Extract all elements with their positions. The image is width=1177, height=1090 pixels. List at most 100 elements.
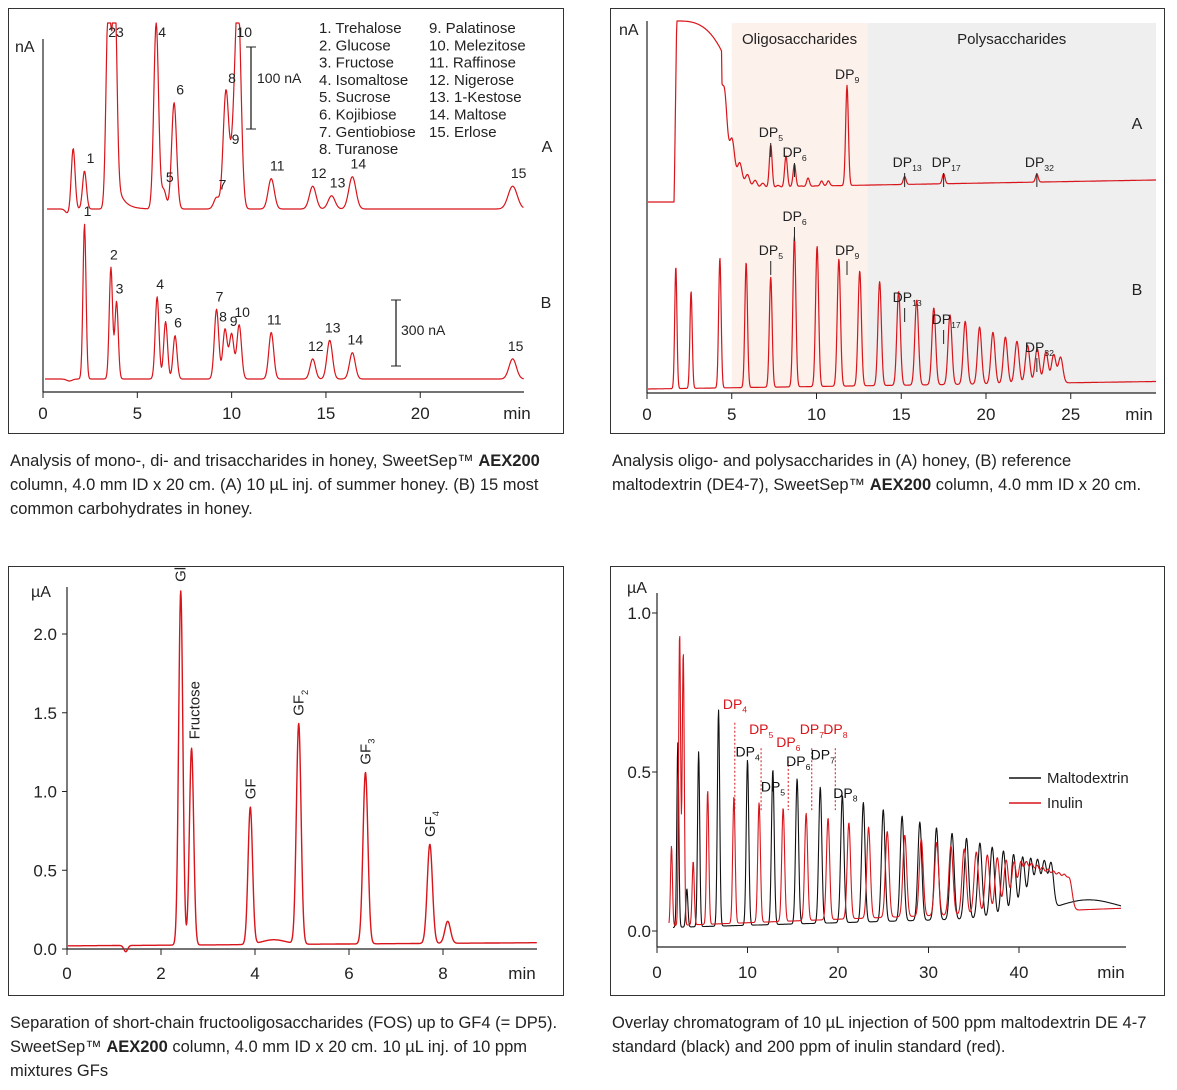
- caption-text: Separation of short-chain fructooligosac…: [10, 1014, 558, 1056]
- peak-label-dp-a: DP9: [835, 66, 859, 85]
- x-tick-label: 4: [250, 964, 259, 983]
- legend-label-inulin: Inulin: [1047, 795, 1083, 812]
- caption-overlay: Overlay chromatogram of 10 µL injection …: [612, 1011, 1157, 1059]
- legend-item: 1. Trehalose: [319, 20, 402, 37]
- x-tick-label: 5: [133, 404, 142, 423]
- peak-label-maltodextrin-dp: DP7: [811, 747, 835, 766]
- y-tick-label: 0.0: [627, 922, 651, 941]
- y-tick-label: 2.0: [33, 625, 57, 644]
- caption-text: Analysis of mono-, di- and trisaccharide…: [10, 452, 479, 470]
- caption-text: column, 4.0 mm ID x 20 cm. (A) 10 µL inj…: [10, 476, 539, 518]
- trace-label-a: A: [542, 139, 553, 156]
- peak-label-gf4: GF4: [422, 811, 441, 837]
- y-axis-label: µA: [627, 580, 647, 597]
- trace-maltodextrin: [672, 709, 1122, 928]
- x-tick-label: 10: [222, 404, 241, 423]
- scale-bar-label: 100 nA: [257, 70, 302, 86]
- peak-label-b: 12: [308, 338, 324, 354]
- peak-label-fructose: Fructose: [187, 681, 204, 739]
- legend-item: 11. Raffinose: [429, 55, 516, 72]
- legend-label-maltodextrin: Maltodextrin: [1047, 770, 1129, 787]
- trace-a: [647, 20, 1157, 203]
- peak-label-b: 2: [110, 246, 118, 262]
- scale-bar-label: 300 nA: [401, 322, 446, 338]
- peak-label-b: 15: [508, 338, 524, 354]
- trace-b: [45, 223, 524, 382]
- x-tick-label: 0: [652, 963, 661, 982]
- region-label-poly: Polysaccharides: [957, 31, 1066, 48]
- peak-label-maltodextrin-dp: DP8: [833, 785, 857, 804]
- peak-label-inulin-dp: DP8: [823, 721, 847, 740]
- x-tick-label: 0: [38, 404, 47, 423]
- peak-label-a: 7: [219, 177, 227, 193]
- caption-oligo-polysaccharides: Analysis oligo- and polysaccharides in (…: [612, 449, 1157, 497]
- peak-label-dp-b: DP6: [782, 208, 806, 227]
- peak-label-a-23: 23: [108, 24, 124, 40]
- x-tick-label: 6: [344, 964, 353, 983]
- caption-fos: Separation of short-chain fructooligosac…: [10, 1011, 565, 1083]
- caption-bold: AEX200: [106, 1038, 168, 1056]
- x-axis-label: min: [1097, 963, 1124, 982]
- legend-item: 4. Isomaltose: [319, 72, 408, 89]
- peak-label-b: 11: [267, 312, 282, 328]
- peak-label-dp-b: DP9: [835, 242, 859, 261]
- y-tick-label: 1.5: [33, 704, 57, 723]
- trace-label-b: B: [541, 295, 552, 312]
- oligosaccharides-region: [731, 23, 868, 393]
- peak-label-gf3: GF3: [357, 739, 376, 765]
- x-tick-label: 10: [738, 963, 757, 982]
- legend-item: 13. 1-Kestose: [429, 89, 522, 106]
- peak-label-a: 11: [270, 158, 285, 174]
- peak-label-b: 1: [84, 203, 92, 219]
- trace-inulin: [668, 635, 1122, 927]
- peak-label-b: 14: [348, 332, 364, 348]
- legend-item: 5. Sucrose: [319, 89, 391, 106]
- x-tick-label: 15: [316, 404, 335, 423]
- caption-text: column, 4.0 mm ID x 20 cm.: [931, 476, 1142, 494]
- peak-label-dp-b: DP32: [1025, 339, 1054, 358]
- chart-panel-oligo-polysaccharides: Oligosaccharides Polysaccharides nA 0 5 10 15 2…: [610, 8, 1165, 434]
- peak-label-inulin-dp: DP5: [749, 721, 773, 740]
- peak-label-dp-a: DP6: [782, 144, 806, 163]
- x-axis-label: min: [1125, 405, 1152, 424]
- x-tick-label: 8: [438, 964, 447, 983]
- peak-label-b: 6: [174, 315, 182, 331]
- y-tick-label: 1.0: [627, 604, 651, 623]
- peak-label-b: 7: [216, 288, 224, 304]
- region-label-oligo: Oligosaccharides: [742, 31, 857, 48]
- peak-label-a: 10: [236, 24, 252, 40]
- legend-item: 14. Maltose: [429, 107, 507, 124]
- peak-label-maltodextrin-dp: DP5: [761, 778, 785, 797]
- caption-text: column, 4.0 mm ID x 20 cm. 10 µL inj. of…: [10, 1038, 527, 1080]
- peak-label-maltodextrin-dp: DP6: [786, 753, 810, 772]
- x-tick-label: 0: [62, 964, 71, 983]
- y-tick-label: 0.0: [33, 940, 57, 959]
- y-tick-label: 0.5: [627, 763, 651, 782]
- peak-label-b: 5: [165, 301, 173, 317]
- peak-label-b: 4: [156, 276, 164, 292]
- x-tick-label: 20: [977, 405, 996, 424]
- x-tick-label: 40: [1010, 963, 1029, 982]
- peak-label-a: 12: [311, 165, 327, 181]
- chart-panel-honey-saccharides: nA 0 5 10 15 20 min 1 4 5 6 7 8 9 10 11 12 13 14 15 23 A 100 n…: [8, 8, 564, 434]
- peak-label-b: 8: [219, 308, 227, 324]
- peak-label-a: 6: [176, 82, 184, 98]
- peak-label-a: 9: [232, 131, 240, 147]
- peak-label-dp-a: DP32: [1025, 154, 1054, 173]
- legend-item: 2. Glucose: [319, 37, 391, 54]
- x-axis-label: min: [508, 964, 535, 983]
- legend-item: 15. Erlose: [429, 124, 497, 141]
- peak-label-b: 10: [234, 304, 250, 320]
- y-tick-label: 1.0: [33, 783, 57, 802]
- peak-label-b: 9: [230, 313, 238, 329]
- trace-label-a: A: [1132, 116, 1143, 133]
- peak-label-a: 4: [158, 24, 166, 40]
- caption-honey-saccharides: Analysis of mono-, di- and trisaccharide…: [10, 449, 565, 521]
- legend-item: 12. Nigerose: [429, 72, 514, 89]
- legend-item: 8. Turanose: [319, 141, 398, 158]
- legend-item: 7. Gentiobiose: [319, 124, 416, 141]
- x-tick-label: 30: [919, 963, 938, 982]
- peak-label-gf2: GF2: [291, 690, 310, 716]
- peak-label-dp-b: DP5: [759, 242, 783, 261]
- peak-label-a: 8: [228, 70, 236, 86]
